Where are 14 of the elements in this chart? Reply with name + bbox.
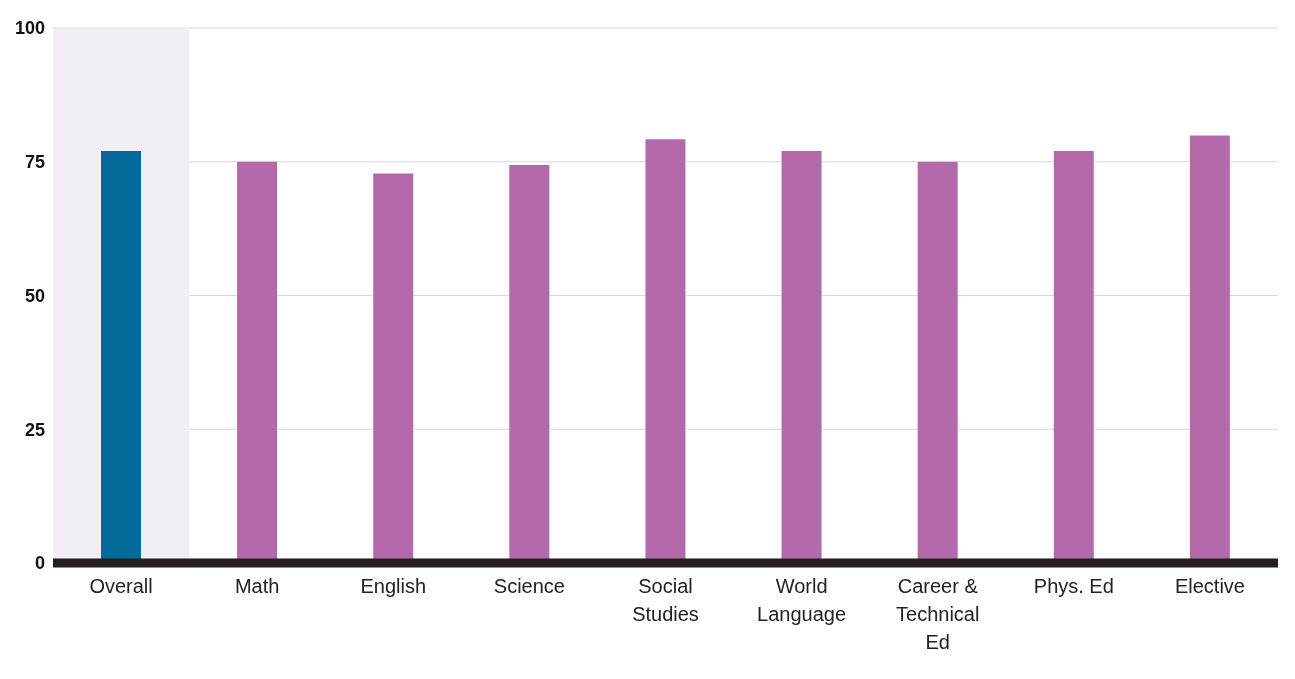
x-tick-label: World Language	[757, 575, 847, 625]
x-tick-label: Social Studies	[632, 575, 699, 625]
x-tick-label: Science	[493, 575, 565, 597]
y-tick-label: 0	[34, 553, 45, 574]
x-tick-label: Overall	[89, 575, 153, 597]
x-tick-label: English	[360, 575, 427, 597]
x-tick-label: Elective	[1174, 575, 1245, 597]
x-tick-label: Phys. Ed	[1033, 575, 1114, 597]
x-tick-label: Career & Technical Ed	[896, 575, 980, 653]
y-tick-label: 25	[24, 419, 45, 440]
y-tick-label: 75	[24, 152, 45, 173]
x-tick-label: Math	[234, 575, 280, 597]
y-tick-label: 100	[14, 18, 45, 39]
y-tick-label: 50	[24, 285, 45, 306]
